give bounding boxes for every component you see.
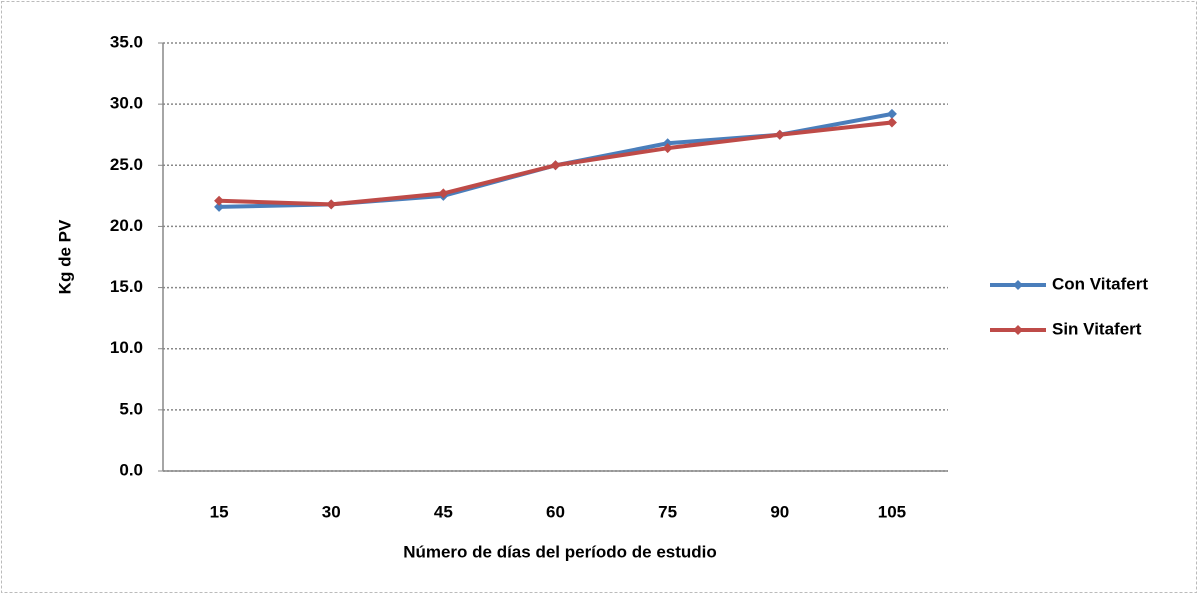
x-tick-label: 15	[210, 502, 229, 521]
marker	[326, 199, 337, 210]
y-tick-label: 10.0	[110, 338, 143, 357]
legend-marker	[1013, 280, 1023, 290]
marker	[774, 129, 785, 140]
marker	[886, 117, 897, 128]
marker	[662, 143, 673, 154]
x-tick-label: 30	[322, 502, 341, 521]
x-tick-label: 105	[878, 502, 906, 521]
x-axis-title: Número de días del período de estudio	[403, 542, 717, 561]
y-tick-label: 15.0	[110, 277, 143, 296]
legend-label: Con Vitafert	[1052, 274, 1148, 293]
y-axis-title: Kg de PV	[55, 219, 74, 294]
y-tick-label: 0.0	[119, 460, 143, 479]
marker	[438, 188, 449, 199]
y-tick-label: 5.0	[119, 399, 143, 418]
legend-marker	[1013, 325, 1023, 335]
marker	[214, 201, 225, 212]
y-tick-label: 30.0	[110, 94, 143, 113]
y-tick-label: 20.0	[110, 216, 143, 235]
x-tick-label: 90	[770, 502, 789, 521]
legend-label: Sin Vitafert	[1052, 319, 1142, 338]
x-tick-label: 60	[546, 502, 565, 521]
y-tick-label: 25.0	[110, 155, 143, 174]
marker	[550, 160, 561, 171]
y-tick-label: 35.0	[110, 32, 143, 51]
x-tick-label: 75	[658, 502, 677, 521]
x-tick-label: 45	[434, 502, 453, 521]
marker	[214, 195, 225, 206]
marker	[886, 108, 897, 119]
